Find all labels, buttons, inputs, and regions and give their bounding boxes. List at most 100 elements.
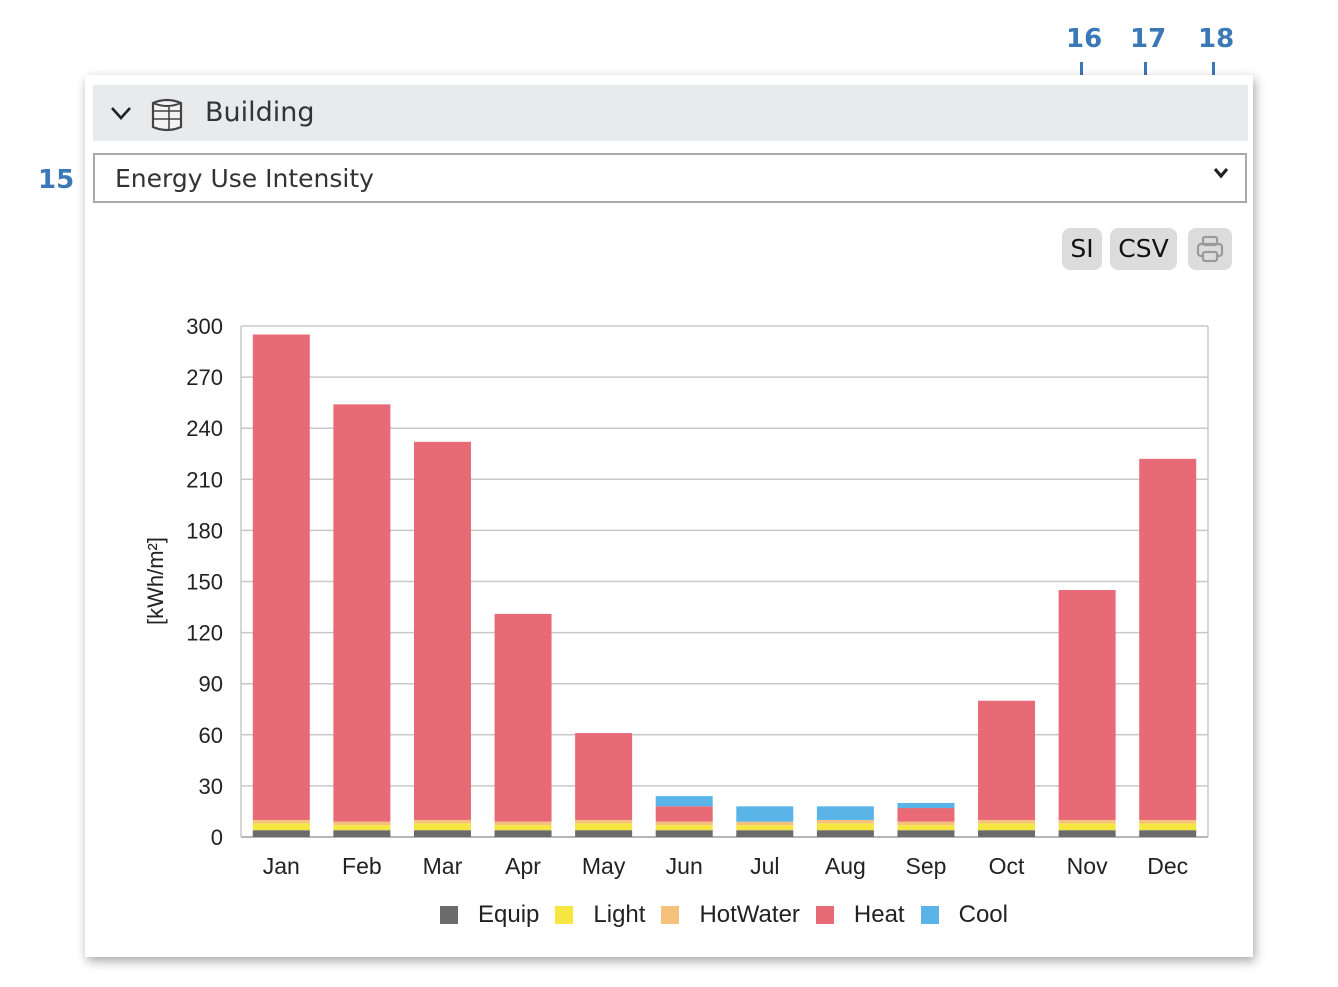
- bar-equip-dec: [1139, 830, 1197, 837]
- x-tick-label: Jan: [263, 853, 300, 879]
- bar-light-jan: [252, 823, 310, 831]
- bar-hotwater-dec: [1139, 819, 1197, 824]
- bar-cool-sep: [897, 802, 955, 809]
- y-tick-label: 240: [186, 416, 223, 441]
- bar-equip-jan: [252, 830, 310, 837]
- chart-legend: Equip Light HotWater Heat Cool: [440, 900, 1024, 930]
- bar-equip-sep: [897, 830, 955, 837]
- csv-export-button[interactable]: CSV: [1110, 228, 1177, 270]
- y-axis-label: [kWh/m²]: [143, 537, 168, 625]
- bar-equip-may: [575, 830, 633, 837]
- chevron-down-icon: [1213, 167, 1229, 179]
- callout-17: 17: [1130, 24, 1167, 54]
- bar-hotwater-aug: [816, 819, 874, 824]
- legend-item-hotwater[interactable]: HotWater: [661, 901, 800, 929]
- bar-hotwater-apr: [494, 821, 552, 826]
- bar-light-jun: [655, 825, 713, 831]
- callout-15: 15: [38, 165, 75, 195]
- bar-equip-jul: [736, 830, 794, 837]
- y-tick-label: 270: [186, 365, 223, 390]
- legend-item-equip[interactable]: Equip: [440, 901, 539, 929]
- y-tick-label: 300: [186, 314, 223, 339]
- bar-light-apr: [494, 825, 552, 831]
- bar-hotwater-jun: [655, 821, 713, 826]
- printer-icon: [1196, 235, 1224, 263]
- bar-light-jul: [736, 825, 794, 831]
- bar-hotwater-oct: [978, 819, 1036, 824]
- bar-heat-mar: [413, 441, 471, 820]
- bar-heat-sep: [897, 808, 955, 822]
- bar-cool-jul: [736, 806, 794, 822]
- callout-18: 18: [1198, 24, 1235, 54]
- bar-hotwater-nov: [1058, 819, 1116, 824]
- y-tick-label: 90: [199, 672, 223, 697]
- bar-light-dec: [1139, 823, 1197, 831]
- bar-equip-apr: [494, 830, 552, 837]
- x-tick-label: Oct: [989, 853, 1025, 879]
- x-tick-label: Dec: [1147, 853, 1188, 879]
- y-tick-label: 210: [186, 467, 223, 492]
- legend-swatch: [920, 906, 939, 924]
- bar-hotwater-feb: [333, 821, 391, 826]
- legend-item-cool[interactable]: Cool: [920, 901, 1008, 929]
- building-icon: [151, 98, 183, 132]
- legend-item-heat[interactable]: Heat: [815, 901, 905, 929]
- panel-header[interactable]: Building: [93, 85, 1248, 141]
- chevron-down-icon[interactable]: [107, 99, 135, 127]
- bar-hotwater-jul: [736, 821, 794, 826]
- bar-light-sep: [897, 825, 955, 831]
- bar-equip-jun: [655, 830, 713, 837]
- x-tick-label: Feb: [342, 853, 382, 879]
- y-tick-label: 60: [199, 723, 223, 748]
- legend-swatch: [440, 906, 458, 924]
- legend-label: Cool: [958, 901, 1008, 928]
- y-tick-label: 180: [186, 518, 223, 543]
- bar-heat-jan: [252, 334, 310, 820]
- bar-heat-may: [575, 733, 633, 820]
- legend-swatch: [661, 906, 680, 924]
- x-tick-label: Aug: [825, 853, 866, 879]
- bar-heat-feb: [333, 404, 391, 822]
- bar-light-oct: [978, 823, 1036, 831]
- bar-heat-jun: [655, 806, 713, 822]
- x-tick-label: Jul: [750, 853, 779, 879]
- bar-equip-nov: [1058, 830, 1116, 837]
- metric-select[interactable]: Energy Use Intensity: [93, 153, 1247, 203]
- y-tick-label: 0: [211, 825, 223, 850]
- metric-select-value: Energy Use Intensity: [115, 164, 374, 193]
- legend-label: Heat: [853, 901, 905, 928]
- legend-swatch: [555, 906, 574, 924]
- x-tick-label: Sep: [905, 853, 946, 879]
- bar-equip-feb: [333, 830, 391, 837]
- legend-item-light[interactable]: Light: [555, 901, 645, 929]
- bar-heat-nov: [1058, 590, 1116, 820]
- legend-label: Equip: [478, 901, 540, 928]
- legend-label: Light: [593, 901, 646, 928]
- y-tick-label: 30: [199, 774, 223, 799]
- bar-light-mar: [413, 823, 471, 831]
- bar-cool-jun: [655, 796, 713, 807]
- legend-swatch: [815, 906, 834, 924]
- bar-hotwater-sep: [897, 821, 955, 826]
- si-units-button[interactable]: SI: [1062, 228, 1102, 270]
- bar-equip-aug: [816, 830, 874, 837]
- bar-hotwater-jan: [252, 819, 310, 824]
- bar-heat-oct: [978, 700, 1036, 820]
- bar-light-nov: [1058, 823, 1116, 831]
- bar-hotwater-may: [575, 819, 633, 824]
- bar-light-may: [575, 823, 633, 831]
- x-tick-label: Nov: [1067, 853, 1108, 879]
- bar-cool-aug: [816, 806, 874, 820]
- energy-chart: 0 30 60 90 120 150 180 210 240 270 300 [kWh/m²] Jan F…: [143, 314, 1209, 879]
- callout-16: 16: [1066, 24, 1103, 54]
- bar-equip-mar: [413, 830, 471, 837]
- x-tick-label: Mar: [423, 853, 463, 879]
- bar-heat-apr: [494, 613, 552, 822]
- bar-light-aug: [816, 823, 874, 831]
- print-button[interactable]: [1188, 228, 1232, 270]
- bar-hotwater-mar: [413, 819, 471, 824]
- building-panel: Building Energy Use Intensity SI CSV 0 30…: [85, 75, 1253, 957]
- bar-light-feb: [333, 825, 391, 831]
- x-tick-label: May: [582, 853, 626, 879]
- x-tick-label: Apr: [505, 853, 541, 879]
